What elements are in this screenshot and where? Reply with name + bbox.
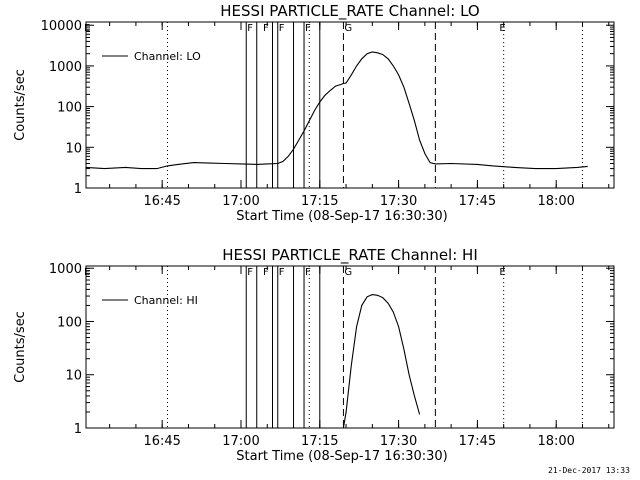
x-tick-label: 17:30 — [380, 434, 417, 449]
flare-flag-F: F — [263, 23, 269, 34]
chart-panel-1: HESSI PARTICLE_RATE Channel: HI 16:45 17:0… — [13, 246, 615, 464]
flare-flag-F: F — [305, 267, 311, 278]
data-series-line — [85, 51, 588, 170]
flare-flag-F: F — [263, 267, 269, 278]
data-series-line — [342, 294, 421, 429]
x-tick-label: 18:00 — [537, 194, 574, 209]
chart-title: HESSI PARTICLE_RATE Channel: LO — [220, 2, 479, 21]
x-tick-label: 17:45 — [459, 194, 496, 209]
x-tick-label: 16:45 — [143, 434, 180, 449]
x-axis-label: Start Time (08-Sep-17 16:30:30) — [236, 449, 447, 464]
plot-frame — [85, 21, 615, 189]
chart-title: HESSI PARTICLE_RATE Channel: HI — [222, 246, 478, 265]
x-tick-label: 18:00 — [537, 434, 574, 449]
flag-E: E — [499, 267, 505, 278]
legend-label: Channel: HI — [134, 294, 198, 307]
chart-panel-0: HESSI PARTICLE_RATE Channel: LO 16:45 17:0… — [13, 2, 615, 224]
flare-flag-F: F — [247, 267, 253, 278]
x-axis-label: Start Time (08-Sep-17 16:30:30) — [236, 209, 447, 224]
y-tick-label: 1000 — [49, 60, 82, 75]
flare-flag-F: F — [279, 267, 285, 278]
flag-E-left: E — [84, 267, 90, 278]
x-tick-label: 17:00 — [222, 194, 259, 209]
x-tick-label: 16:45 — [143, 194, 180, 209]
plot-frame — [85, 265, 615, 429]
x-tick-label: 17:30 — [380, 194, 417, 209]
y-tick-label: 1 — [74, 422, 82, 437]
y-axis-label: Counts/sec — [13, 69, 28, 141]
x-tick-label: 17:00 — [222, 434, 259, 449]
flag-G: G — [344, 23, 352, 34]
y-tick-label: 100 — [57, 101, 82, 116]
flag-E-left: E — [84, 23, 90, 34]
y-tick-label: 10000 — [41, 19, 82, 34]
flare-flag-F: F — [305, 23, 311, 34]
x-tick-label: 17:15 — [301, 434, 338, 449]
flag-G: G — [344, 267, 352, 278]
y-tick-label: 10 — [65, 369, 82, 384]
flare-flag-F: F — [247, 23, 253, 34]
y-tick-label: 1000 — [49, 262, 82, 277]
legend-label: Channel: LO — [134, 50, 201, 63]
flare-flag-F: F — [279, 23, 285, 34]
y-tick-label: 100 — [57, 315, 82, 330]
y-axis-label: Counts/sec — [13, 311, 28, 383]
y-tick-label: 1 — [74, 182, 82, 197]
generation-timestamp: 21-Dec-2017 13:33 — [548, 466, 630, 475]
x-tick-label: 17:45 — [459, 434, 496, 449]
x-tick-label: 17:15 — [301, 194, 338, 209]
y-tick-label: 10 — [65, 141, 82, 156]
flag-E: E — [499, 23, 505, 34]
